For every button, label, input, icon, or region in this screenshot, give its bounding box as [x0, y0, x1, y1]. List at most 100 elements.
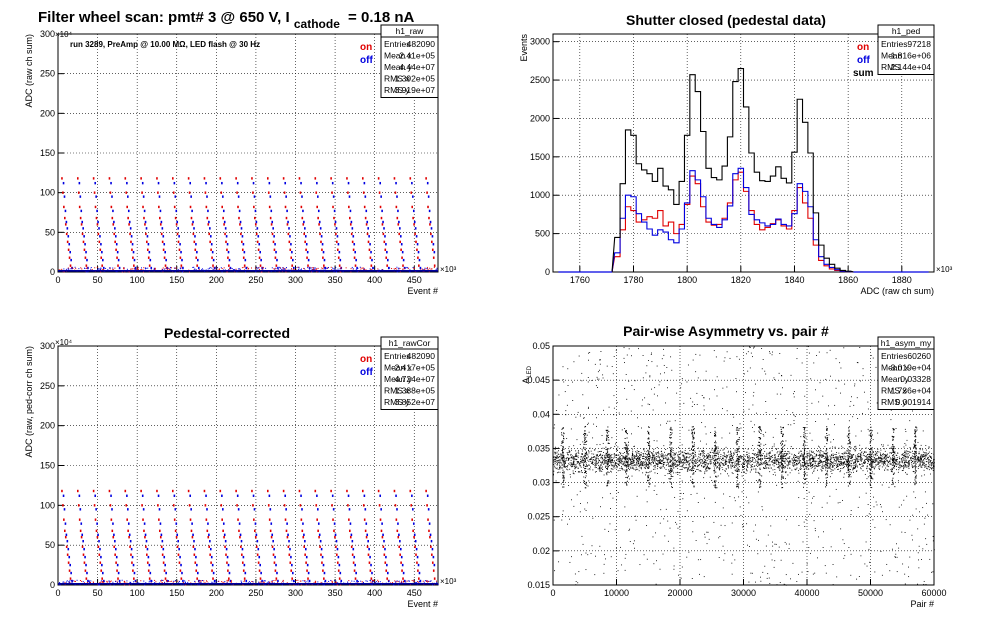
data-point-off	[319, 539, 322, 543]
data-point-low	[360, 267, 362, 269]
data-point-low	[259, 581, 261, 583]
data-point-band	[680, 452, 682, 454]
data-point-off	[243, 250, 246, 254]
data-point-low	[245, 271, 247, 273]
data-point-band	[896, 469, 898, 471]
data-point-off	[269, 195, 272, 198]
data-point-off	[97, 533, 99, 537]
data-point-noise	[563, 381, 565, 383]
data-point-band	[860, 454, 862, 455]
data-point-on	[335, 232, 337, 236]
data-point-off	[354, 250, 356, 254]
data-point-noise	[923, 580, 925, 582]
data-point-off	[427, 508, 430, 511]
data-point-off	[209, 227, 211, 230]
data-point-off	[351, 227, 354, 230]
y-tick-label: 0.045	[527, 375, 550, 385]
data-point-band	[625, 471, 627, 473]
data-point-band	[841, 464, 843, 466]
data-point-low	[222, 581, 224, 583]
data-point-on	[400, 561, 402, 564]
data-point-off	[83, 235, 85, 238]
data-point-noise	[566, 437, 568, 439]
data-point-band	[657, 452, 658, 454]
data-point-low	[144, 268, 146, 270]
data-point-off	[241, 235, 244, 238]
data-point-noise	[740, 427, 742, 429]
data-point-low	[243, 269, 245, 271]
data-point-band	[744, 465, 746, 467]
data-point-low	[211, 581, 213, 583]
data-point-band	[907, 453, 909, 455]
data-point-noise	[912, 514, 914, 516]
data-point-band	[787, 474, 789, 476]
data-point-off	[252, 494, 255, 497]
data-point-band	[651, 452, 652, 454]
data-point-band	[611, 457, 613, 459]
data-point-noise	[706, 454, 708, 456]
data-point-on	[396, 216, 399, 220]
data-point-low	[392, 584, 394, 586]
data-point-band	[848, 457, 850, 459]
data-point-on	[128, 536, 130, 539]
data-point-off	[396, 508, 398, 511]
data-point-band	[815, 455, 817, 457]
data-point-band	[585, 453, 587, 455]
data-point-band	[671, 469, 673, 471]
data-point-band	[649, 455, 651, 457]
data-point-noise	[772, 541, 773, 543]
data-point-on	[61, 489, 63, 493]
data-point-noise	[803, 521, 805, 523]
data-point-band	[644, 464, 646, 466]
data-point-on	[394, 504, 397, 507]
data-point-noise	[804, 526, 806, 527]
data-point-low	[353, 580, 355, 582]
data-point-low	[107, 269, 109, 271]
data-point-off	[256, 227, 259, 230]
data-point-off	[245, 579, 248, 583]
data-point-noise	[565, 410, 567, 412]
data-point-band	[799, 462, 801, 464]
data-point-off	[194, 235, 196, 238]
data-point-noise	[796, 348, 798, 349]
data-point-band	[798, 460, 800, 462]
data-point-off	[418, 258, 421, 262]
data-point-off	[222, 209, 225, 213]
data-point-noise	[757, 553, 759, 555]
data-point-band	[920, 466, 922, 468]
data-point-on	[368, 248, 371, 251]
data-point-low	[351, 266, 353, 268]
data-point-on	[80, 536, 83, 539]
data-point-band	[555, 452, 557, 454]
data-point-noise	[738, 496, 740, 498]
data-point-band	[892, 463, 894, 465]
data-point-off	[102, 258, 104, 262]
data-point-off	[66, 539, 69, 543]
data-point-noise	[812, 573, 814, 575]
data-point-band	[643, 453, 645, 455]
data-point-band	[754, 465, 756, 467]
data-point-noise	[608, 530, 610, 532]
data-point-on	[298, 177, 301, 180]
data-point-low	[426, 268, 428, 270]
data-point-band	[628, 463, 630, 465]
data-point-band	[594, 462, 596, 464]
y-axis-label: ADC (raw ch sum)	[24, 34, 34, 108]
data-point-noise	[780, 393, 782, 395]
data-point-noise	[609, 493, 611, 495]
data-point-low	[100, 271, 102, 273]
data-point-band	[628, 458, 630, 460]
data-point-on	[426, 191, 428, 194]
data-point-band	[681, 462, 683, 464]
data-point-low	[303, 268, 305, 270]
data-point-band	[607, 466, 609, 467]
data-point-on	[219, 489, 222, 493]
data-point-band	[575, 454, 577, 456]
data-point-noise	[816, 480, 818, 481]
data-point-band	[851, 456, 853, 458]
data-point-off	[117, 571, 120, 575]
data-point-noise	[909, 519, 911, 521]
data-point-low	[313, 267, 315, 269]
data-point-on	[193, 553, 196, 556]
y-tick-label: 0.025	[527, 512, 550, 522]
